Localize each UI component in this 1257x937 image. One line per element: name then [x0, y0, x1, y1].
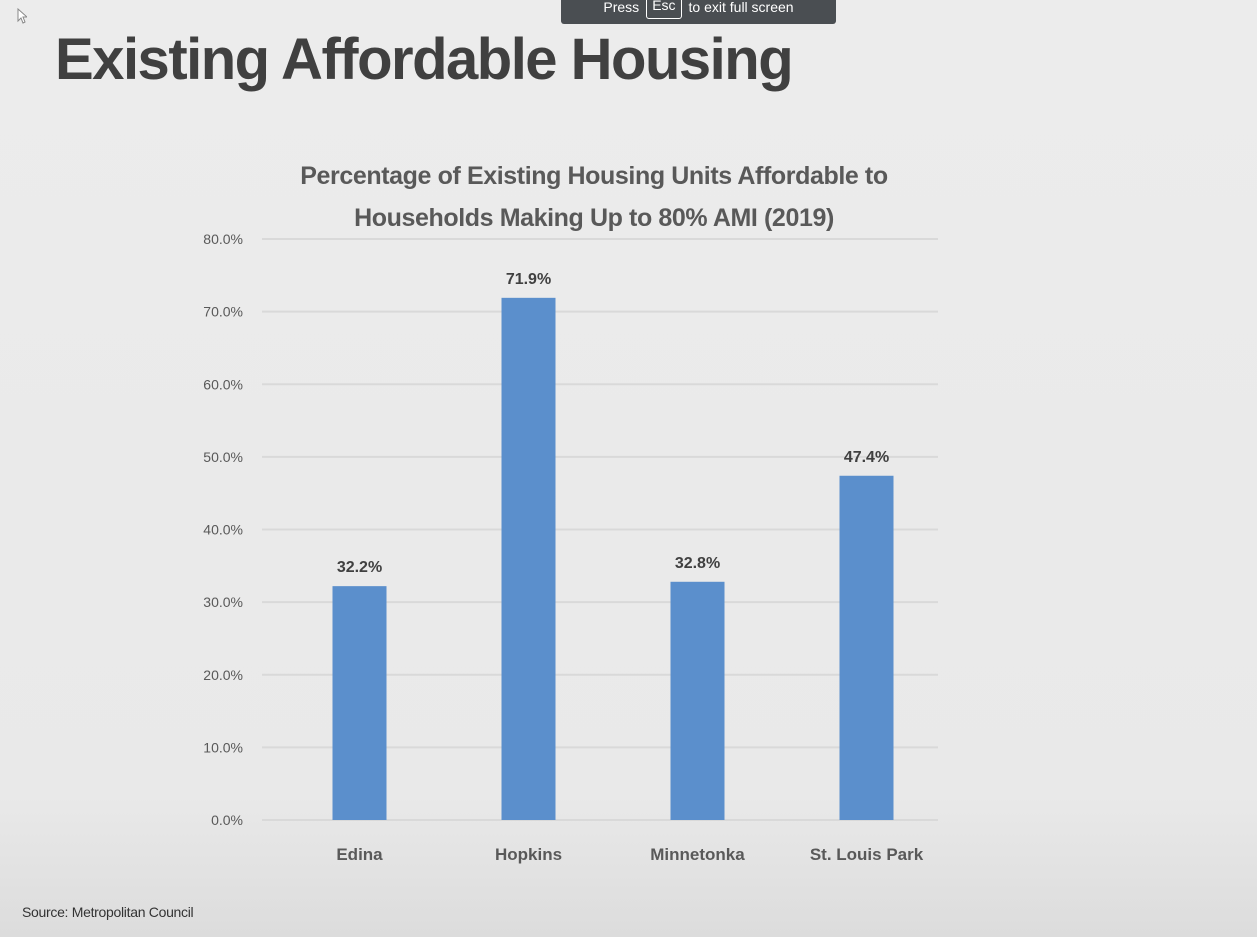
x-tick-label: St. Louis Park: [810, 845, 924, 864]
data-label: 71.9%: [506, 271, 551, 288]
y-tick-label: 30.0%: [203, 594, 243, 610]
data-label: 32.2%: [337, 559, 382, 576]
bar-hopkins: [501, 297, 556, 820]
chart-data-labels: 32.2% 71.9% 32.8% 47.4%: [337, 271, 889, 576]
source-note: Source: Metropolitan Council: [22, 904, 194, 920]
y-tick-label: 0.0%: [211, 812, 243, 828]
y-tick-label: 80.0%: [203, 231, 243, 247]
y-tick-label: 20.0%: [203, 667, 243, 683]
chart-title: Percentage of Existing Housing Units Aff…: [244, 155, 944, 239]
bar-minnetonka: [670, 581, 725, 820]
data-label: 32.8%: [675, 555, 720, 572]
chart-title-line-2: Households Making Up to 80% AMI (2019): [354, 204, 834, 232]
y-axis-ticks: 0.0% 10.0% 20.0% 30.0% 40.0% 50.0% 60.0% 70.0% 8…: [203, 231, 243, 828]
mouse-pointer-icon: [17, 8, 27, 24]
slide-title: Existing Affordable Housing: [55, 27, 794, 92]
fullscreen-exit-notice: Press Esc to exit full screen: [561, 0, 836, 24]
x-tick-label: Hopkins: [495, 845, 562, 864]
x-tick-label: Minnetonka: [650, 845, 745, 864]
y-tick-label: 50.0%: [203, 449, 243, 465]
x-axis-ticks: Edina Hopkins Minnetonka St. Louis Park: [336, 845, 923, 864]
y-tick-label: 40.0%: [203, 522, 243, 538]
esc-key-badge: Esc: [646, 0, 682, 19]
y-tick-label: 60.0%: [203, 376, 243, 392]
fullscreen-notice-suffix: to exit full screen: [688, 0, 794, 15]
data-label: 47.4%: [844, 449, 889, 466]
chart-bars: [332, 297, 894, 820]
x-tick-label: Edina: [336, 845, 383, 864]
bar-st-louis-park: [839, 475, 894, 820]
fullscreen-notice-prefix: Press: [603, 0, 640, 15]
y-tick-label: 10.0%: [203, 739, 243, 755]
bar-edina: [332, 586, 387, 820]
y-tick-label: 70.0%: [203, 304, 243, 320]
chart-title-line-1: Percentage of Existing Housing Units Aff…: [300, 162, 888, 190]
